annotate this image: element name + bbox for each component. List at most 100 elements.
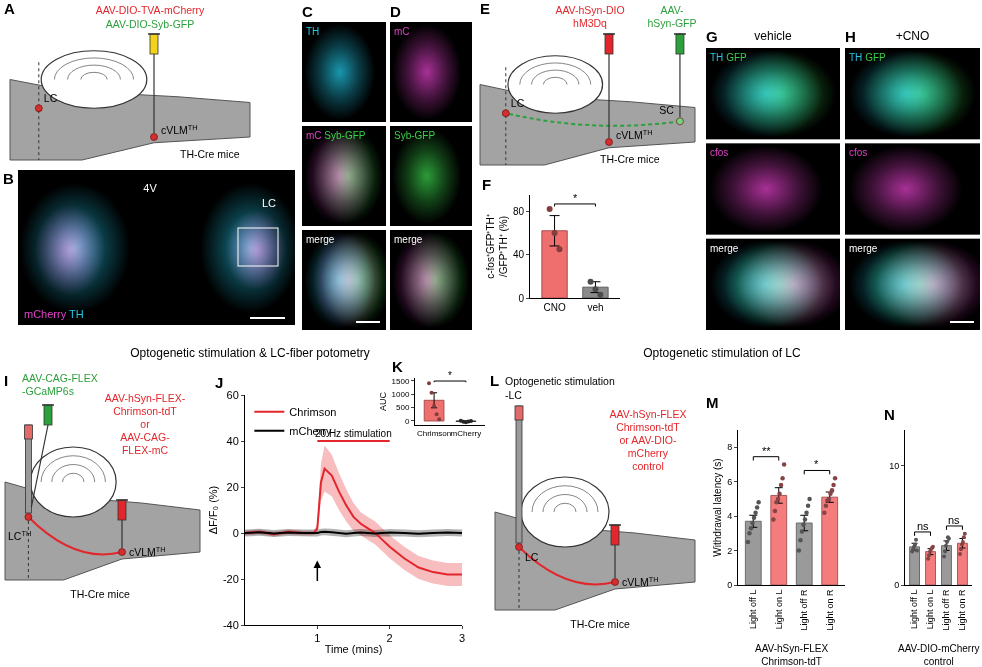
svg-text:G: G [706,28,718,45]
svg-text:I: I [4,372,8,389]
svg-text:Time (mins): Time (mins) [325,643,383,655]
svg-text:LC: LC [511,97,525,109]
svg-text:merge: merge [710,243,739,254]
svg-text:AAV-hSyn-DIO: AAV-hSyn-DIO [555,4,624,16]
svg-text:CNO: CNO [543,302,565,313]
svg-text:Chrimson: Chrimson [417,429,451,438]
svg-text:-20: -20 [223,573,239,585]
svg-text:8: 8 [727,442,732,452]
svg-text:ns: ns [917,520,929,532]
svg-text:Light off R: Light off R [941,589,951,630]
svg-text:2: 2 [387,632,393,644]
svg-text:AAV-DIO-mCherrycontrol: AAV-DIO-mCherrycontrol [898,643,980,667]
svg-text:D: D [390,3,401,20]
svg-text:*: * [573,192,578,204]
svg-text:*: * [814,458,819,470]
svg-text:Light off R: Light off R [799,589,809,630]
svg-text:Chrimson-tdT: Chrimson-tdT [113,405,177,417]
svg-text:cfos: cfos [710,147,728,158]
svg-text:10: 10 [889,461,899,471]
svg-text:3: 3 [459,632,465,644]
svg-text:AAV-: AAV- [660,4,684,16]
svg-text:0: 0 [894,580,899,590]
svg-text:LC: LC [525,551,539,563]
svg-text:TH GFP: TH GFP [849,52,886,63]
svg-text:Optogenetic stimulation: Optogenetic stimulation [505,375,615,387]
svg-text:cVLMTH: cVLMTH [622,575,659,589]
svg-text:4: 4 [727,511,732,521]
svg-text:LC: LC [44,92,58,104]
svg-text:mC: mC [394,26,410,37]
svg-text:Withdrawal latency (s): Withdrawal latency (s) [712,458,723,556]
svg-text:J: J [215,374,223,391]
svg-text:-GCaMP6s: -GCaMP6s [22,385,74,397]
svg-text:0: 0 [233,527,239,539]
svg-text:TH-Cre mice: TH-Cre mice [600,153,660,165]
svg-text:merge: merge [849,243,878,254]
svg-text:mCherry: mCherry [628,447,669,459]
svg-text:or: or [140,418,150,430]
svg-text:40: 40 [227,435,239,447]
svg-text:Syb-GFP: Syb-GFP [394,130,435,141]
svg-text:AUC: AUC [378,392,388,412]
svg-text:LCTH: LCTH [8,529,31,543]
svg-text:AAV-hSyn-FLEX: AAV-hSyn-FLEX [610,408,687,420]
svg-text:Optogenetic stimulation of LC: Optogenetic stimulation of LC [643,346,801,360]
svg-text:AAV-DIO-TVA-mCherry: AAV-DIO-TVA-mCherry [96,4,205,16]
svg-text:Optogenetic stimulation & LC-f: Optogenetic stimulation & LC-fiber potom… [130,346,369,360]
svg-text:TH GFP: TH GFP [710,52,747,63]
svg-text:**: ** [762,445,771,457]
svg-text:mC Syb-GFP: mC Syb-GFP [306,130,366,141]
svg-text:AAV-CAG-FLEX: AAV-CAG-FLEX [22,372,98,384]
svg-text:TH-Cre mice: TH-Cre mice [180,148,240,160]
svg-text:ΔF/F₀ (%): ΔF/F₀ (%) [207,486,219,535]
svg-text:20: 20 [227,481,239,493]
svg-text:0: 0 [518,293,524,304]
svg-text:control: control [632,460,664,472]
svg-text:1500: 1500 [392,376,410,385]
svg-text:cVLMTH: cVLMTH [616,128,653,142]
svg-text:mCherry: mCherry [451,429,482,438]
svg-text:Light on L: Light on L [925,590,935,630]
svg-text:4V: 4V [143,182,157,194]
svg-text:Chrimson: Chrimson [289,406,336,418]
svg-text:c-fos⁺GFP⁺TH⁺/GFP⁺TH⁺ (%): c-fos⁺GFP⁺TH⁺/GFP⁺TH⁺ (%) [485,213,509,279]
svg-text:hM3Dq: hM3Dq [573,17,607,29]
svg-text:2: 2 [727,546,732,556]
svg-text:1: 1 [314,632,320,644]
svg-text:AAV-DIO-Syb-GFP: AAV-DIO-Syb-GFP [106,18,195,30]
svg-text:hSyn-GFP: hSyn-GFP [647,17,696,29]
svg-text:TH-Cre mice: TH-Cre mice [570,618,630,630]
svg-text:cVLMTH: cVLMTH [129,545,166,559]
svg-text:B: B [3,170,14,187]
svg-text:60: 60 [227,389,239,401]
svg-text:L: L [490,372,499,389]
svg-text:+CNO: +CNO [896,29,930,43]
svg-text:H: H [845,28,856,45]
svg-text:AAV-CAG-: AAV-CAG- [120,431,170,443]
svg-text:-LC: -LC [505,389,522,401]
svg-text:Light on R: Light on R [825,589,835,631]
svg-text:Light on R: Light on R [957,589,967,631]
svg-text:F: F [482,176,491,193]
svg-text:0: 0 [727,580,732,590]
svg-text:*: * [448,370,452,381]
svg-text:TH: TH [306,26,319,37]
svg-text:0: 0 [405,417,410,426]
svg-text:LC: LC [262,197,276,209]
svg-text:Light off L: Light off L [909,590,919,629]
svg-text:1000: 1000 [392,390,410,399]
svg-text:Light on L: Light on L [774,590,784,630]
svg-text:6: 6 [727,477,732,487]
svg-text:vehicle: vehicle [754,29,792,43]
svg-text:C: C [302,3,313,20]
svg-text:-40: -40 [223,619,239,631]
svg-text:or AAV-DIO-: or AAV-DIO- [620,434,677,446]
svg-text:merge: merge [306,234,335,245]
svg-text:cfos: cfos [849,147,867,158]
svg-text:Light off L: Light off L [748,590,758,629]
svg-text:40: 40 [513,249,525,260]
svg-text:500: 500 [396,403,410,412]
svg-text:FLEX-mC: FLEX-mC [122,444,169,456]
svg-text:AAV-hSyn-FLEXChrimson-tdT: AAV-hSyn-FLEXChrimson-tdT [755,643,829,667]
